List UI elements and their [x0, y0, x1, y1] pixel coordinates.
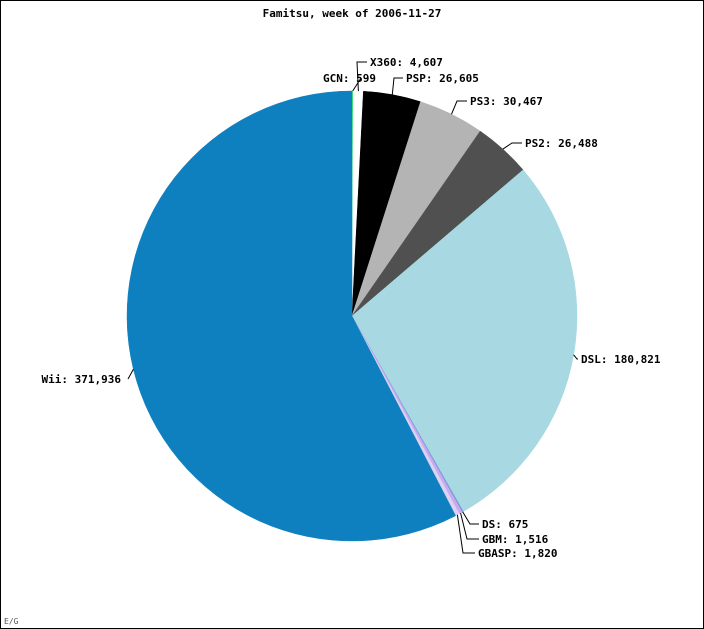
slice-label-gcn: GCN: 599 — [323, 72, 376, 85]
slice-label-ps3: PS3: 30,467 — [470, 95, 543, 108]
leader-line-wii — [127, 369, 134, 380]
corner-mark: E/G — [4, 617, 19, 626]
slice-label-dsl: DSL: 180,821 — [581, 353, 661, 366]
leader-line-x360 — [356, 61, 367, 92]
slice-label-ds: DS: 675 — [482, 518, 528, 531]
leader-line-ds — [462, 511, 479, 525]
slice-label-ps2: PS2: 26,488 — [525, 137, 598, 150]
pie-leader-lines — [127, 61, 578, 554]
leader-line-gcn — [352, 77, 362, 92]
pie-labels: GCN: 599 X360: 4,607 PSP: 26,605 PS3: 30,46… — [42, 56, 661, 560]
slice-label-wii: Wii: 371,936 — [42, 373, 122, 386]
slice-label-gbasp: GBASP: 1,820 — [478, 547, 557, 560]
slice-label-x360: X360: 4,607 — [370, 56, 443, 69]
leader-line-ps2 — [502, 142, 522, 150]
pie-slices — [126, 90, 578, 542]
leader-line-ps3 — [451, 100, 467, 115]
chart-title: Famitsu, week of 2006-11-27 — [263, 7, 442, 20]
leader-line-gbasp — [456, 514, 475, 554]
leader-line-gbm — [460, 512, 479, 540]
leader-line-dsl — [573, 354, 578, 360]
slice-label-psp: PSP: 26,605 — [406, 72, 479, 85]
leader-line-psp — [391, 77, 403, 95]
slice-label-gbm: GBM: 1,516 — [482, 533, 549, 546]
